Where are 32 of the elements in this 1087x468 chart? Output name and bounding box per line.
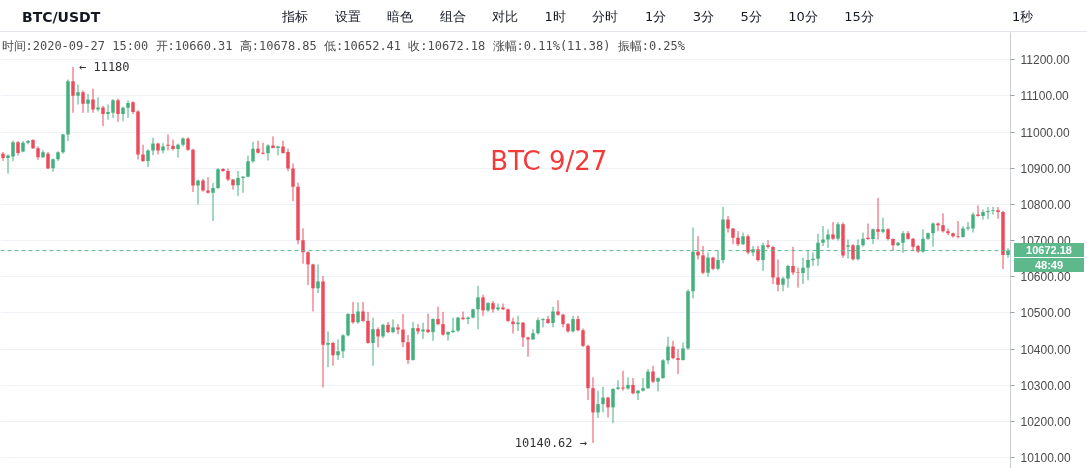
y-tick-label: 11100.00 [1020, 89, 1070, 104]
y-tick-label: 10200.00 [1020, 414, 1071, 429]
y-tick-label: 10900.00 [1020, 161, 1071, 176]
text: 组合 [439, 8, 466, 26]
y-tick-label: 10100.00 [1020, 451, 1071, 466]
y-tick-label: 10600.00 [1020, 270, 1071, 285]
candlestick [621, 370, 625, 392]
y-tick-label: 11200.00 [1020, 53, 1070, 68]
text: 5分 [740, 8, 762, 26]
text: 暗色 [387, 8, 414, 26]
text: 指标 [282, 8, 308, 26]
annotation: 10140.62 → [514, 435, 587, 450]
text: 时间:2020-09-27 15:00 开:10660.31 高:10678.85 低:10652.41 收:10672.18 涨幅:0.11%(11.38) 振幅:0.25% [1, 38, 686, 53]
y-tick-label: 10800.00 [1020, 197, 1071, 212]
text: 1时 [544, 8, 566, 26]
text: 分时 [592, 8, 619, 26]
text: 设置 [334, 8, 361, 26]
text: 48:49 [1014, 258, 1084, 273]
text: 1秒 [1012, 8, 1034, 26]
chart-title: BTC/USDT [22, 8, 101, 27]
text: 对比 [492, 8, 519, 26]
y-tick-label: 10400.00 [1020, 342, 1071, 357]
text: 1分 [644, 8, 667, 26]
text: 15分 [844, 8, 874, 26]
y-tick-label: 11000.00 [1020, 125, 1070, 140]
text: 3分 [692, 8, 714, 26]
annotation: BTC 9/27 [490, 145, 608, 176]
ref-line-label: 10672.18 [1014, 243, 1084, 258]
y-tick-label: 10500.00 [1020, 306, 1071, 321]
annotation: ← 11180 [79, 59, 130, 74]
y-tick-label: 10300.00 [1020, 378, 1071, 393]
text: 10分 [788, 8, 818, 26]
